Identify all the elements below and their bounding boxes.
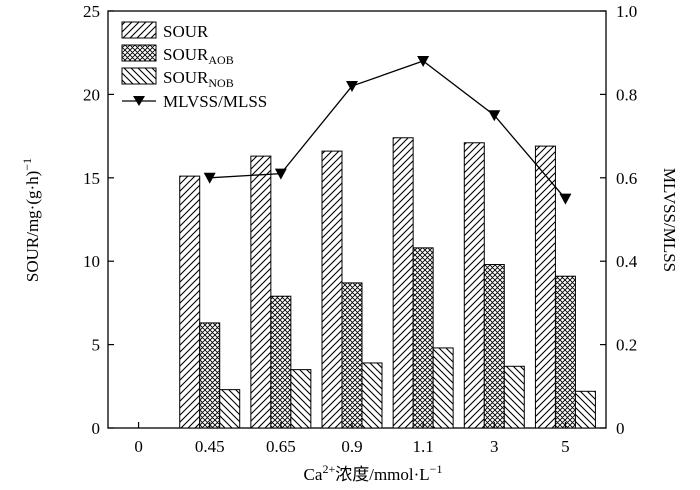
bars xyxy=(179,137,596,429)
legend-swatch-sour xyxy=(121,21,157,39)
x-tick-label-4: 3 xyxy=(490,437,499,456)
bar-sournob-0 xyxy=(219,389,241,429)
bar-sour-3 xyxy=(392,137,414,429)
bar-sournob-1 xyxy=(290,369,312,429)
y-left-tick-label-1: 5 xyxy=(92,336,101,355)
y-left-tick-label-4: 20 xyxy=(83,85,100,104)
bar-sour-5 xyxy=(534,145,556,429)
mlvss-marker-4 xyxy=(488,110,501,122)
y-left-tick-label-3: 15 xyxy=(83,169,100,188)
mlvss-marker-5 xyxy=(559,193,572,205)
y-left-tick-label-2: 10 xyxy=(83,252,100,271)
legend-label-sour-nob: SOURNOB xyxy=(163,68,234,90)
legend-marker xyxy=(133,96,145,106)
bar-sournob-3 xyxy=(432,347,454,429)
bar-sour-4 xyxy=(463,142,485,429)
bar-sournob-5 xyxy=(574,390,596,429)
x-axis-title: Ca2+浓度/mmol·L−1 xyxy=(304,462,443,484)
y-axis-left-title: SOUR/mg·(g·h)−1 xyxy=(20,158,42,282)
y-right-tick-label-0: 0 xyxy=(616,419,625,438)
bar-sour-1 xyxy=(250,155,272,429)
y-right-tick-label-2: 0.4 xyxy=(616,252,638,271)
x-tick-label-zero: 0 xyxy=(134,437,143,456)
bar-souraob-5 xyxy=(554,275,576,429)
legend-swatch-sour-nob xyxy=(121,67,157,85)
mlvss-marker-3 xyxy=(417,56,430,68)
bar-sournob-4 xyxy=(503,365,525,429)
legend-label-sour: SOUR xyxy=(163,22,209,41)
bar-souraob-3 xyxy=(412,247,434,429)
x-tick-label-0: 0.45 xyxy=(195,437,225,456)
y-left-tick-label-5: 25 xyxy=(83,2,100,21)
mlvss-marker-0 xyxy=(203,172,216,184)
x-tick-label-1: 0.65 xyxy=(266,437,296,456)
x-tick-label-2: 0.9 xyxy=(341,437,362,456)
mlvss-marker-1 xyxy=(274,168,287,180)
line-layer xyxy=(203,56,572,205)
y-right-tick-label-5: 1.0 xyxy=(616,2,637,21)
y-axis-right-title: MLVSS/MLSS xyxy=(660,168,679,272)
bar-souraob-2 xyxy=(341,282,363,429)
bar-sournob-2 xyxy=(361,362,383,429)
legend-swatch-sour-aob xyxy=(121,44,157,62)
legend-label-sour-aob: SOURAOB xyxy=(163,45,234,67)
bar-sour-0 xyxy=(179,175,201,429)
bar-souraob-4 xyxy=(483,264,505,429)
x-tick-label-3: 1.1 xyxy=(413,437,434,456)
x-tick-label-5: 5 xyxy=(561,437,570,456)
bar-souraob-1 xyxy=(270,295,292,429)
y-right-tick-label-3: 0.6 xyxy=(616,169,637,188)
y-left-tick-label-0: 0 xyxy=(92,419,101,438)
mlvss-marker-2 xyxy=(346,81,358,93)
y-right-tick-label-1: 0.2 xyxy=(616,336,637,355)
bar-souraob-0 xyxy=(199,322,221,429)
axes: 0 5 10 15 20 25 0 0.2 0.4 0.6 0.8 1.0 0 0.45 0.65 0.9 1.… xyxy=(83,2,638,456)
bar-sour-2 xyxy=(321,150,343,429)
y-right-tick-label-4: 0.8 xyxy=(616,85,637,104)
legend-label-mlvss: MLVSS/MLSS xyxy=(163,92,267,111)
legend: SOUR SOURAOB SOURNOB MLVSS/MLSS xyxy=(121,21,267,111)
mlvss-line xyxy=(209,60,566,200)
